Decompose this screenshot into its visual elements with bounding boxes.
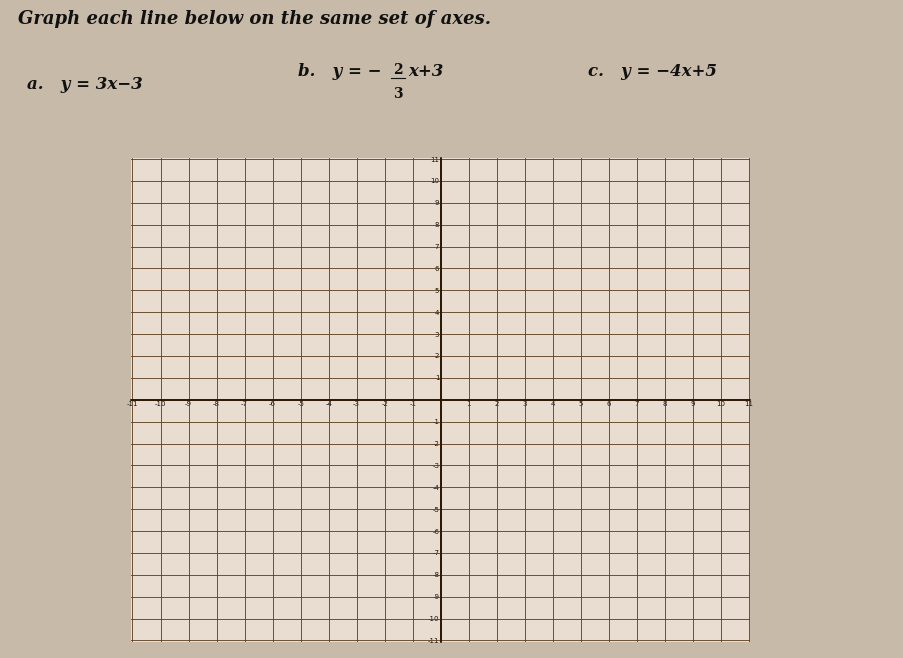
- Text: x+3: x+3: [408, 63, 443, 80]
- Text: 3: 3: [393, 87, 403, 101]
- Text: 2: 2: [393, 63, 403, 76]
- Text: Graph each line below on the same set of axes.: Graph each line below on the same set of…: [18, 10, 490, 28]
- Text: c.   y = −4x+5: c. y = −4x+5: [587, 63, 716, 80]
- Text: a.   y = 3x−3: a. y = 3x−3: [27, 76, 143, 93]
- Text: b.   y = −: b. y = −: [298, 63, 381, 80]
